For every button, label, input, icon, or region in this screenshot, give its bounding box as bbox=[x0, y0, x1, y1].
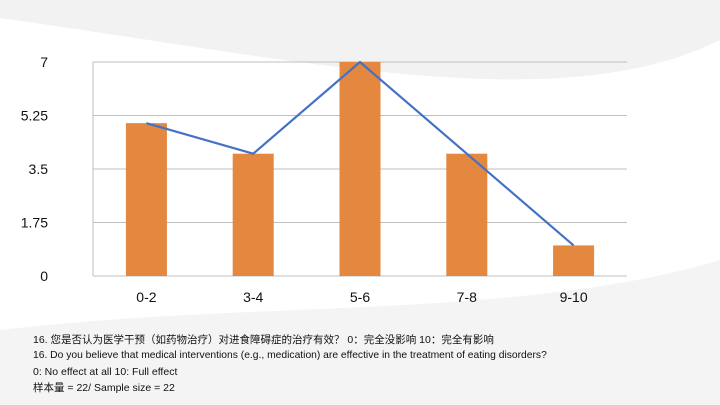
x-tick-label: 5-6 bbox=[350, 289, 370, 305]
y-tick-label: 1.75 bbox=[21, 215, 48, 231]
bar-5-6 bbox=[339, 62, 381, 276]
x-tick-label: 3-4 bbox=[243, 289, 263, 305]
bar-3-4 bbox=[232, 153, 274, 276]
question-chinese: 16. 您是否认为医学干预（如药物治疗）对进食障碍症的治疗有效？ 0：完全没影响… bbox=[33, 334, 494, 346]
x-tick-label: 9-10 bbox=[560, 289, 588, 305]
scale-note: 0: No effect at all 10: Full effect bbox=[33, 366, 178, 378]
x-tick-label: 0-2 bbox=[136, 289, 156, 305]
y-tick-label: 3.5 bbox=[29, 161, 49, 177]
bar-chart: 0 1.75 3.5 5.25 7 0-2 3-4 5-6 7-8 9-10 bbox=[21, 54, 627, 305]
sample-size: 样本量 = 22/ Sample size = 22 bbox=[33, 382, 175, 394]
question-english: 16. Do you believe that medical interven… bbox=[33, 350, 547, 361]
y-tick-label: 0 bbox=[40, 268, 48, 284]
y-tick-label: 5.25 bbox=[21, 108, 48, 124]
bar-9-10 bbox=[553, 245, 595, 276]
y-tick-label: 7 bbox=[40, 54, 48, 70]
bar-0-2 bbox=[125, 123, 167, 277]
x-tick-label: 7-8 bbox=[457, 289, 477, 305]
chart-caption: 16. 您是否认为医学干预（如药物治疗）对进食障碍症的治疗有效？ 0：完全没影响… bbox=[33, 332, 713, 396]
bar-7-8 bbox=[446, 153, 488, 276]
